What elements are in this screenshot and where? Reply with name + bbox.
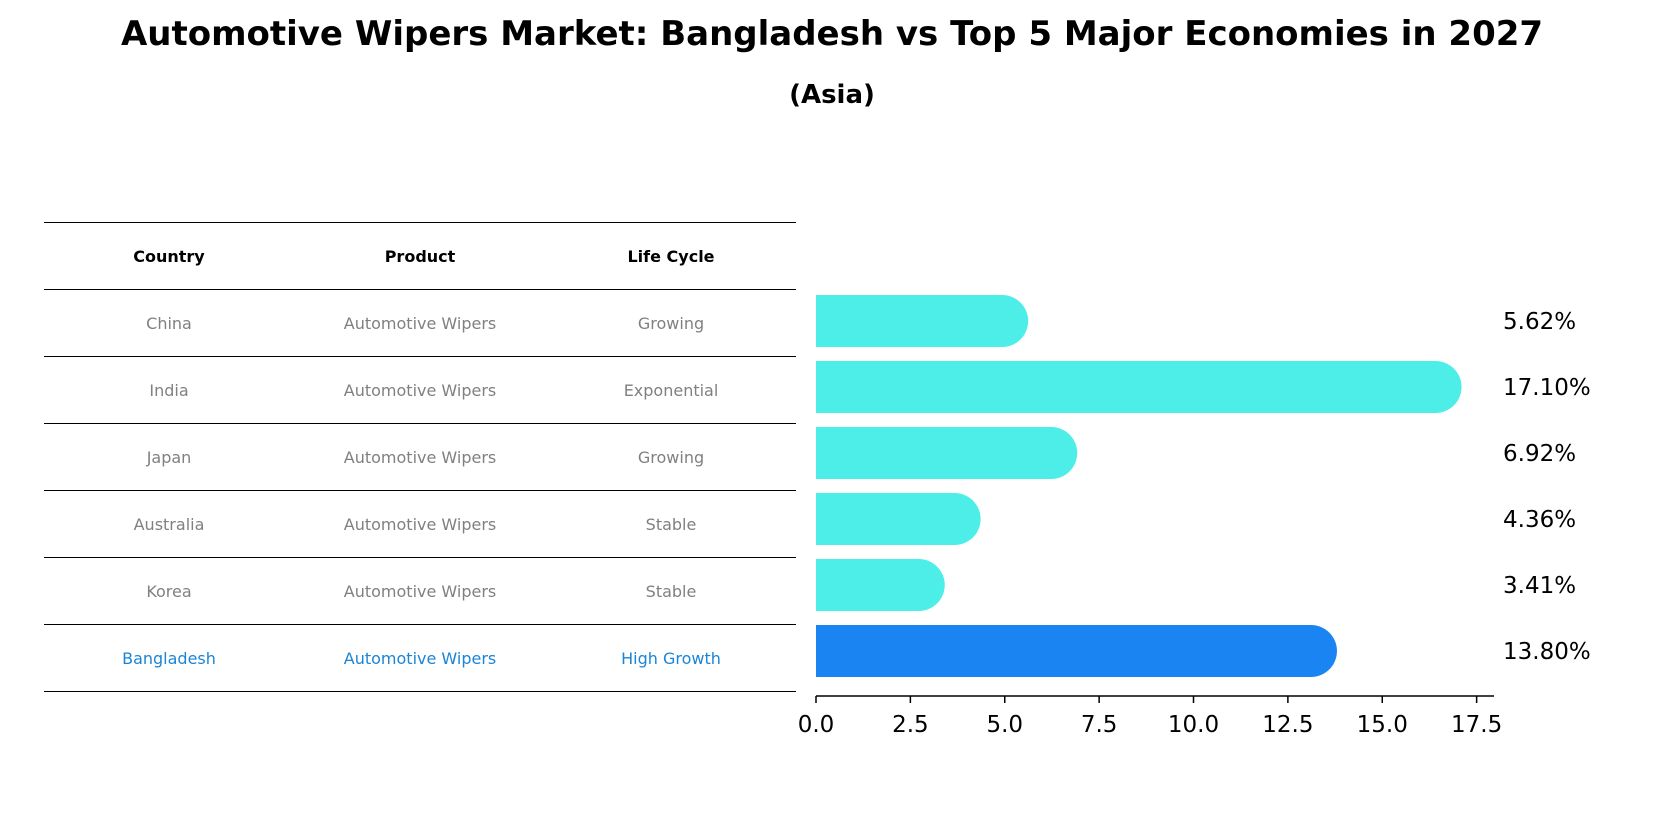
bar-bangladesh [816, 625, 1337, 677]
x-tick-label: 2.5 [892, 712, 929, 738]
cell-country: India [149, 380, 189, 400]
cell-life-cycle: Growing [637, 447, 705, 467]
value-label-china: 5.62% [1503, 309, 1576, 335]
x-tick-label: 7.5 [1081, 712, 1118, 738]
cell-life-cycle: Growing [637, 313, 705, 333]
chart-title: Automotive Wipers Market: Bangladesh vs … [120, 14, 1544, 54]
bar-japan [816, 427, 1078, 479]
header-product: Product [384, 246, 456, 266]
bar-china [816, 295, 1029, 347]
x-tick-label: 17.5 [1451, 712, 1502, 738]
bar-australia [816, 493, 981, 545]
cell-product: Automotive Wipers [343, 447, 497, 467]
data-table: Country Product Life Cycle China Automot… [44, 222, 796, 692]
value-label-japan: 6.92% [1503, 441, 1576, 467]
x-tick-label: 0.0 [798, 712, 835, 738]
cell-product: Automotive Wipers [343, 380, 497, 400]
cell-product: Automotive Wipers [343, 514, 497, 534]
header-country: Country [133, 246, 205, 266]
cell-country: China [146, 313, 192, 333]
cell-life-cycle: Stable [645, 581, 697, 601]
table-row: China Automotive Wipers Growing [44, 289, 796, 356]
bar-india [816, 361, 1462, 413]
cell-country: Korea [146, 581, 192, 601]
table-row: Korea Automotive Wipers Stable [44, 557, 796, 624]
table-row: Australia Automotive Wipers Stable [44, 490, 796, 557]
cell-product: Automotive Wipers [343, 581, 497, 601]
table-row: India Automotive Wipers Exponential [44, 356, 796, 423]
x-tick-label: 15.0 [1357, 712, 1408, 738]
cell-life-cycle: Exponential [623, 380, 719, 400]
x-tick-label: 12.5 [1262, 712, 1313, 738]
x-tick-label: 10.0 [1168, 712, 1219, 738]
cell-life-cycle: Stable [645, 514, 697, 534]
chart-subtitle: (Asia) [789, 80, 875, 110]
bar-korea [816, 559, 945, 611]
value-label-bangladesh: 13.80% [1503, 639, 1591, 665]
table-row: Japan Automotive Wipers Growing [44, 423, 796, 490]
cell-product: Automotive Wipers [343, 313, 497, 333]
cell-product: Automotive Wipers [343, 648, 497, 668]
table-row-highlight: Bangladesh Automotive Wipers High Growth [44, 624, 796, 692]
x-tick-label: 5.0 [986, 712, 1023, 738]
cell-life-cycle: High Growth [621, 648, 721, 668]
header-life-cycle: Life Cycle [627, 246, 715, 266]
value-label-india: 17.10% [1503, 375, 1591, 401]
table-header-row: Country Product Life Cycle [44, 222, 796, 289]
cell-country: Bangladesh [122, 648, 216, 668]
value-label-australia: 4.36% [1503, 507, 1576, 533]
cell-country: Japan [146, 447, 192, 467]
value-label-korea: 3.41% [1503, 573, 1576, 599]
cell-country: Australia [133, 514, 205, 534]
